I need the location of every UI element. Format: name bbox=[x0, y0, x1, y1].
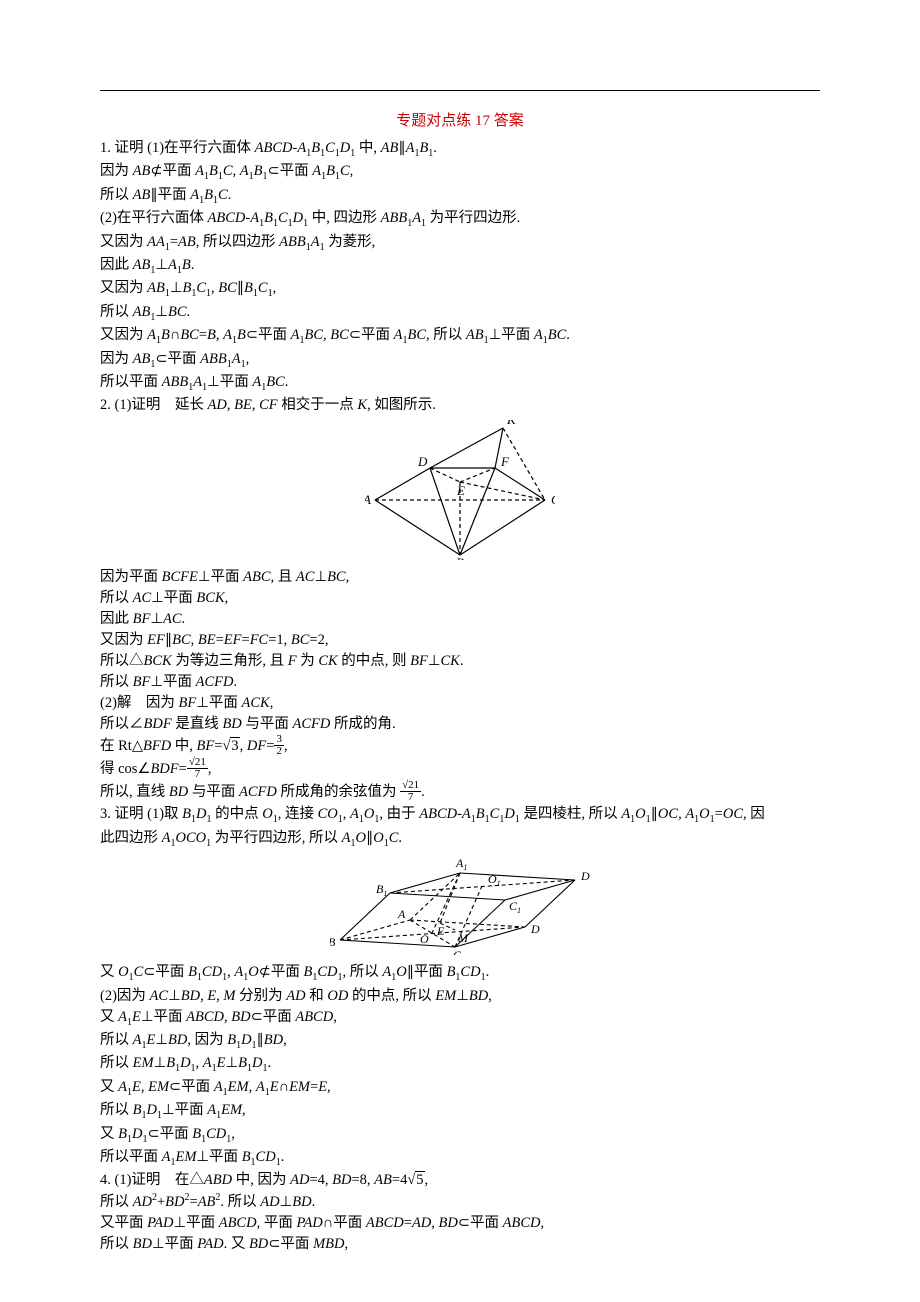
line-12: 2. (1)证明 延长 AD, BE, CF 相交于一点 K, 如图所示. bbox=[100, 395, 820, 416]
line-19: (2)解 因为 BF⊥平面 ACK, bbox=[100, 693, 820, 714]
svg-text:E: E bbox=[436, 924, 445, 938]
figure-2: B C D A B1 C1 D1 A1 O O1 EM bbox=[330, 855, 590, 955]
svg-text:B: B bbox=[456, 555, 464, 560]
svg-text:B: B bbox=[330, 935, 336, 949]
line-16: 又因为 EF∥BC, BE=EF=FC=1, BC=2, bbox=[100, 630, 820, 651]
line-20: 所以∠BDF 是直线 BD 与平面 ACFD 所成的角. bbox=[100, 714, 820, 735]
doc-title: 专题对点练 17 答案 bbox=[100, 109, 820, 130]
line-14: 所以 AC⊥平面 BCK, bbox=[100, 588, 820, 609]
line-03: 所以 AB∥平面 A1B1C. bbox=[100, 185, 820, 208]
svg-text:D1: D1 bbox=[580, 869, 590, 885]
line-26: (2)因为 AC⊥BD, E, M 分别为 AD 和 OD 的中点, 所以 EM… bbox=[100, 986, 820, 1007]
line-10: 因为 AB1⊂平面 ABB1A1, bbox=[100, 349, 820, 372]
line-36: 又平面 PAD⊥平面 ABCD, 平面 PAD∩平面 ABCD=AD, BD⊂平… bbox=[100, 1213, 820, 1234]
line-11: 所以平面 ABB1A1⊥平面 A1BC. bbox=[100, 372, 820, 395]
line-13: 因为平面 BCFE⊥平面 ABC, 且 AC⊥BC, bbox=[100, 567, 820, 588]
line-08: 所以 AB1⊥BC. bbox=[100, 302, 820, 325]
line-37: 所以 BD⊥平面 PAD. 又 BD⊂平面 MBD, bbox=[100, 1234, 820, 1255]
line-31: 所以 B1D1⊥平面 A1EM, bbox=[100, 1100, 820, 1123]
line-21: 在 Rt△BFD 中, BF=3, DF=32, bbox=[100, 735, 820, 758]
figure-1: A B C D E F K bbox=[365, 420, 555, 560]
line-33: 所以平面 A1EM⊥平面 B1CD1. bbox=[100, 1147, 820, 1170]
svg-text:E: E bbox=[456, 483, 465, 498]
page: 专题对点练 17 答案 1. 证明 (1)在平行六面体 ABCD-A1B1C1D… bbox=[0, 0, 920, 1302]
svg-text:A: A bbox=[365, 492, 371, 507]
svg-text:C: C bbox=[551, 492, 555, 507]
line-35: 所以 AD2+BD2=AB2. 所以 AD⊥BD. bbox=[100, 1191, 820, 1213]
svg-text:F: F bbox=[500, 454, 510, 469]
svg-text:C1: C1 bbox=[509, 899, 521, 915]
line-04: (2)在平行六面体 ABCD-A1B1C1D1 中, 四边形 ABB1A1 为平… bbox=[100, 208, 820, 231]
svg-text:A1: A1 bbox=[455, 856, 467, 872]
line-27: 又 A1E⊥平面 ABCD, BD⊂平面 ABCD, bbox=[100, 1007, 820, 1030]
svg-text:O: O bbox=[420, 932, 429, 946]
top-rule bbox=[100, 90, 820, 91]
line-18: 所以 BF⊥平面 ACFD. bbox=[100, 672, 820, 693]
line-25: 又 O1C⊂平面 B1CD1, A1O⊄平面 B1CD1, 所以 A1O∥平面 … bbox=[100, 962, 820, 985]
svg-text:B1: B1 bbox=[376, 882, 387, 898]
line-32: 又 B1D1⊂平面 B1CD1, bbox=[100, 1124, 820, 1147]
line-24: 3. 证明 (1)取 B1D1 的中点 O1, 连接 CO1, A1O1, 由于… bbox=[100, 804, 820, 827]
svg-text:D: D bbox=[417, 454, 428, 469]
line-06: 因此 AB1⊥A1B. bbox=[100, 255, 820, 278]
svg-text:A: A bbox=[397, 907, 406, 921]
line-09: 又因为 A1B∩BC=B, A1B⊂平面 A1BC, BC⊂平面 A1BC, 所… bbox=[100, 325, 820, 348]
line-29: 所以 EM⊥B1D1, A1E⊥B1D1. bbox=[100, 1053, 820, 1076]
line-02: 因为 AB⊄平面 A1B1C, A1B1⊂平面 A1B1C, bbox=[100, 161, 820, 184]
svg-text:O1: O1 bbox=[488, 872, 501, 888]
svg-text:K: K bbox=[506, 420, 517, 427]
line-24b: 此四边形 A1OCO1 为平行四边形, 所以 A1O∥O1C. bbox=[100, 828, 820, 851]
figure-2-wrap: B C D A B1 C1 D1 A1 O O1 EM bbox=[100, 855, 820, 960]
line-15: 因此 BF⊥AC. bbox=[100, 609, 820, 630]
line-07: 又因为 AB1⊥B1C1, BC∥B1C1, bbox=[100, 278, 820, 301]
svg-text:C: C bbox=[453, 948, 462, 955]
line-30: 又 A1E, EM⊂平面 A1EM, A1E∩EM=E, bbox=[100, 1077, 820, 1100]
line-22: 得 cos∠BDF=√217, bbox=[100, 758, 820, 781]
line-01: 1. 证明 (1)在平行六面体 ABCD-A1B1C1D1 中, AB∥A1B1… bbox=[100, 138, 820, 161]
svg-text:D: D bbox=[530, 922, 540, 936]
line-17: 所以△BCK 为等边三角形, 且 F 为 CK 的中点, 则 BF⊥CK. bbox=[100, 651, 820, 672]
line-34: 4. (1)证明 在△ABD 中, 因为 AD=4, BD=8, AB=45, bbox=[100, 1170, 820, 1191]
svg-text:M: M bbox=[457, 931, 469, 945]
figure-1-wrap: A B C D E F K bbox=[100, 420, 820, 565]
line-28: 所以 A1E⊥BD, 因为 B1D1∥BD, bbox=[100, 1030, 820, 1053]
line-05: 又因为 AA1=AB, 所以四边形 ABB1A1 为菱形, bbox=[100, 232, 820, 255]
line-23: 所以, 直线 BD 与平面 ACFD 所成角的余弦值为 √217. bbox=[100, 781, 820, 804]
